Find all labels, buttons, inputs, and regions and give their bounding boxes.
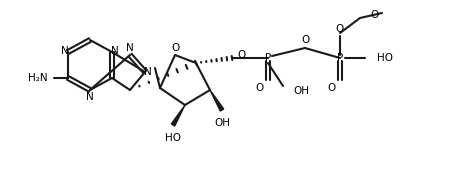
Polygon shape <box>171 105 185 126</box>
Text: OH: OH <box>214 118 230 128</box>
Text: N: N <box>126 43 134 53</box>
Text: P: P <box>265 53 271 63</box>
Text: N: N <box>111 46 119 56</box>
Text: O: O <box>256 83 264 93</box>
Text: O: O <box>237 50 245 60</box>
Text: O: O <box>328 83 336 93</box>
Text: N: N <box>144 67 152 77</box>
Text: OH: OH <box>293 86 309 96</box>
Text: H₂N: H₂N <box>28 73 48 83</box>
Polygon shape <box>210 90 224 111</box>
Text: N: N <box>86 92 94 102</box>
Text: HO: HO <box>377 53 393 63</box>
Text: HO: HO <box>165 133 181 143</box>
Text: O: O <box>301 35 309 45</box>
Text: N: N <box>61 46 69 56</box>
Text: O: O <box>171 43 179 53</box>
Text: O: O <box>336 24 344 34</box>
Text: O: O <box>370 10 378 20</box>
Text: P: P <box>337 53 343 63</box>
